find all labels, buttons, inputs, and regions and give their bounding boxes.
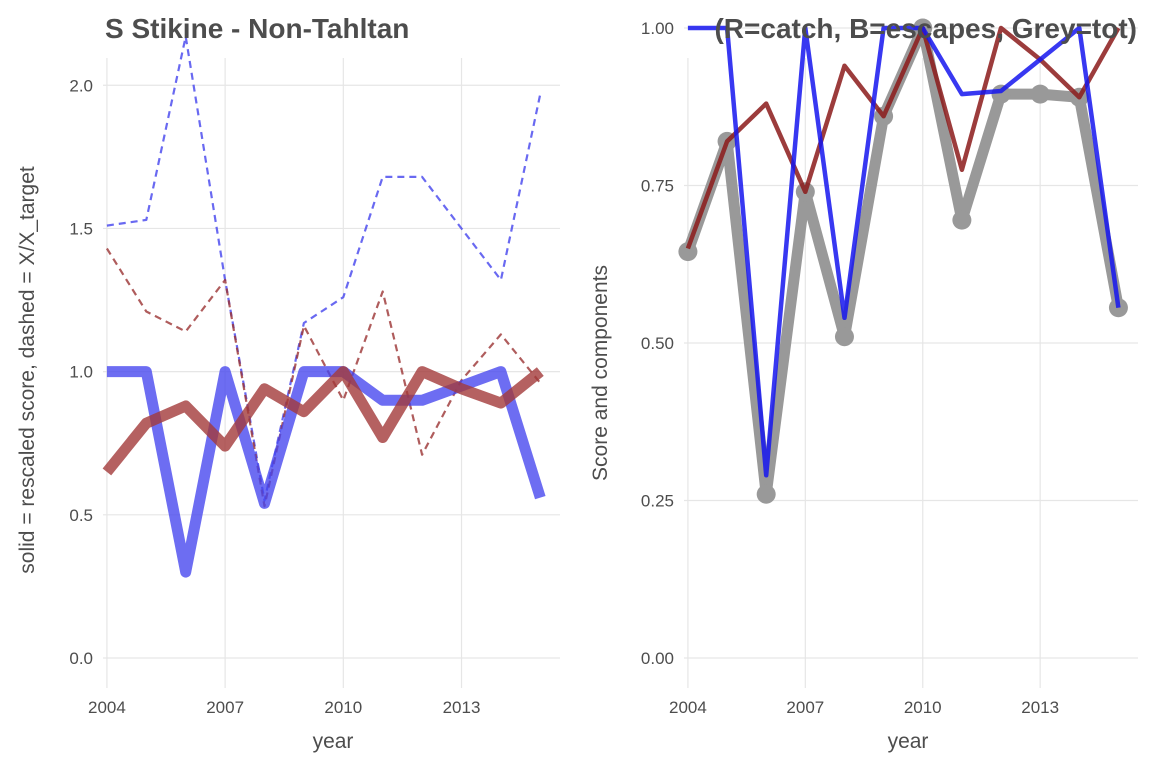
right-y-tick-label: 0.00 [641,649,674,668]
right-x-tick-label: 2004 [669,698,707,717]
left-x-axis-label: year [313,730,354,753]
left-y-tick-label: 1.5 [69,219,93,238]
right-y-tick-label: 0.75 [641,177,674,196]
right-panel: 2004 2007 2010 2013 0.00 0.25 0.50 0.75 1.00 (R=… [589,13,1138,753]
right-series-0-point [1108,298,1128,318]
right-x-tick-label: 2013 [1021,698,1059,717]
right-series-2-line [687,25,1121,478]
right-series-0-point [952,210,972,230]
left-y-axis-label: solid = rescaled score, dashed = X/X_tar… [16,166,39,574]
right-series-1-line [685,25,1121,250]
left-series-1-line [105,247,542,508]
right-series-0-point [834,327,854,347]
right-series-0-point [756,484,776,504]
left-series-0-line [106,35,542,502]
left-y-tick-label: 0.0 [69,649,93,668]
right-y-tick-label: 0.50 [641,334,674,353]
left-x-tick-label: 2004 [88,698,126,717]
left-x-tick-label: 2013 [443,698,481,717]
right-series-0-point [678,242,698,262]
right-y-tick-label: 0.25 [641,492,674,511]
left-series-3-line [102,366,544,476]
left-x-tick-label: 2007 [206,698,244,717]
right-series-0-line [682,22,1124,500]
right-panel-title: (R=catch, B=escapes, Grey=tot) [714,13,1137,44]
right-series-0-point [1030,84,1050,104]
right-y-tick-label: 1.00 [641,19,674,38]
left-y-tick-label: 2.0 [69,76,93,95]
left-panel: 2004 2007 2010 2013 0.0 0.5 1.0 1.5 2.0 S Stikin… [16,13,560,753]
right-y-axis-label: Score and components [589,265,612,481]
left-y-tick-label: 1.0 [69,363,93,382]
left-y-tick-label: 0.5 [69,506,93,525]
left-series-2-line [106,366,546,578]
left-x-tick-label: 2010 [324,698,362,717]
right-x-tick-label: 2007 [786,698,824,717]
right-x-tick-label: 2010 [904,698,942,717]
left-panel-title: S Stikine - Non-Tahltan [105,13,409,44]
right-x-axis-label: year [888,730,929,753]
